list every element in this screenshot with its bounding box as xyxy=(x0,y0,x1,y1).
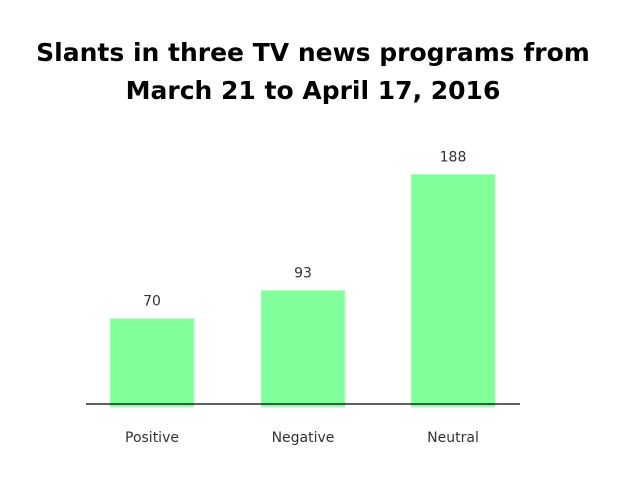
bar-neutral xyxy=(410,173,496,408)
bar-negative xyxy=(260,289,346,408)
labels-group: 70 Positive 93 Negative 188 Neutral xyxy=(125,149,479,446)
bars-group xyxy=(109,173,496,408)
chart-title-line-1: Slants in three TV news programs from xyxy=(36,38,590,67)
tick-label-neutral: Neutral xyxy=(427,430,479,446)
chart-title-line-2: March 21 to April 17, 2016 xyxy=(125,76,501,105)
tick-label-negative: Negative xyxy=(272,430,335,446)
bar-positive xyxy=(109,317,195,408)
data-label-positive: 70 xyxy=(143,293,161,309)
tick-label-positive: Positive xyxy=(125,430,179,446)
chart-title: Slants in three TV news programs from Ma… xyxy=(0,34,626,110)
data-label-neutral: 188 xyxy=(440,149,467,165)
data-label-negative: 93 xyxy=(294,265,312,281)
